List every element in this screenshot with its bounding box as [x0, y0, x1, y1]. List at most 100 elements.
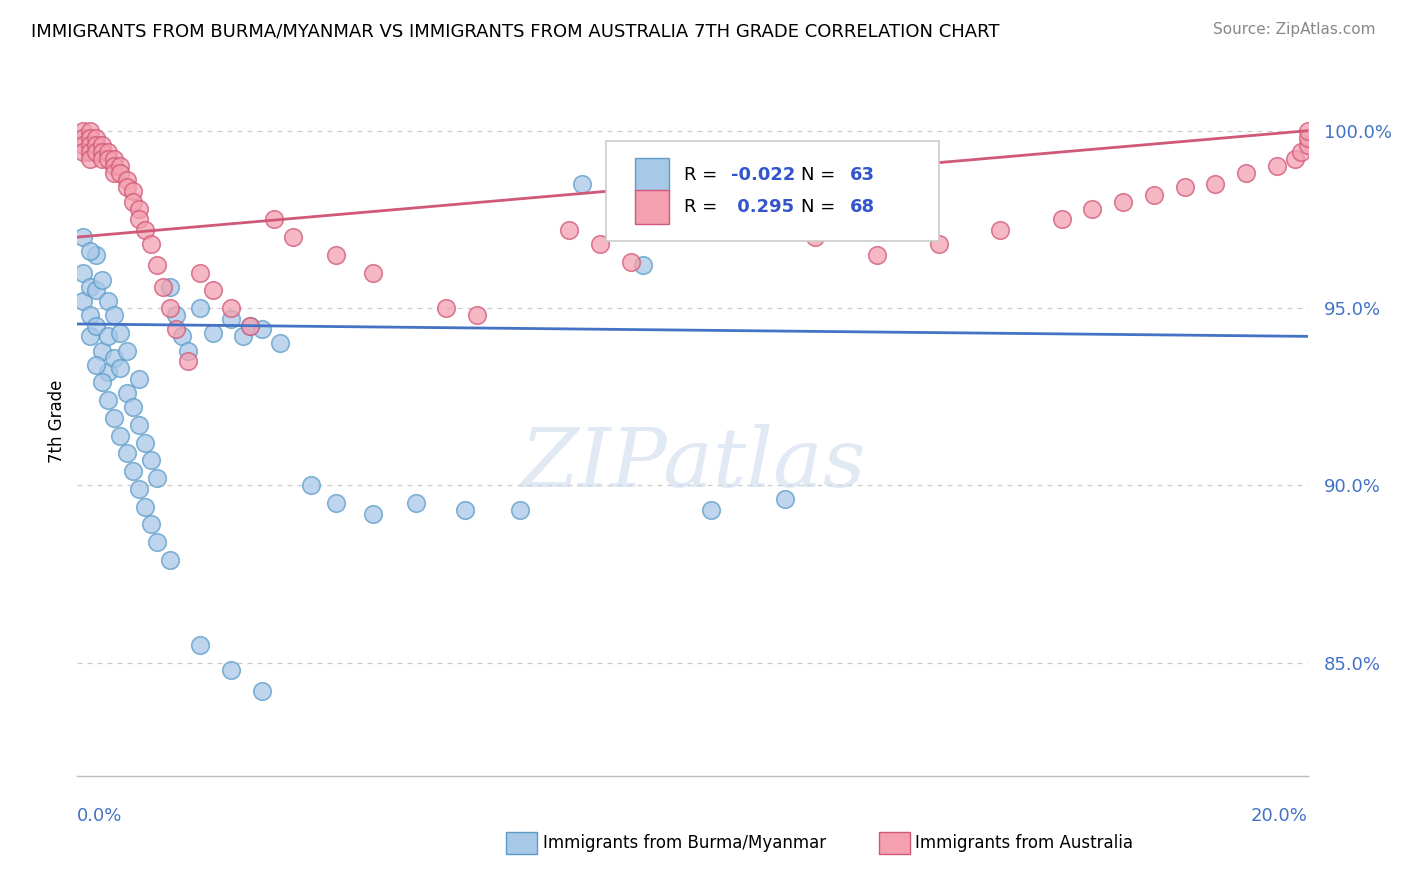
- Point: [79, 244, 101, 259]
- Text: R =: R =: [683, 166, 723, 184]
- Point: [988, 223, 1011, 237]
- Text: R =: R =: [683, 198, 723, 216]
- Point: [146, 471, 169, 485]
- Point: [773, 492, 796, 507]
- Text: Immigrants from Australia: Immigrants from Australia: [915, 834, 1133, 852]
- Point: [90, 137, 114, 152]
- Point: [115, 173, 138, 187]
- Point: [103, 159, 125, 173]
- Point: [72, 145, 94, 159]
- Text: IMMIGRANTS FROM BURMA/MYANMAR VS IMMIGRANTS FROM AUSTRALIA 7TH GRADE CORRELATION: IMMIGRANTS FROM BURMA/MYANMAR VS IMMIGRA…: [31, 22, 1000, 40]
- Point: [72, 293, 94, 308]
- Text: 63: 63: [851, 166, 875, 184]
- Point: [79, 130, 101, 145]
- Text: 68: 68: [851, 198, 875, 216]
- Point: [110, 361, 132, 376]
- Point: [1284, 152, 1306, 166]
- Point: [1050, 212, 1073, 227]
- Point: [103, 152, 125, 166]
- Point: [299, 478, 322, 492]
- Point: [269, 336, 291, 351]
- Point: [110, 326, 132, 340]
- Point: [128, 212, 150, 227]
- Point: [1296, 137, 1319, 152]
- Point: [79, 137, 101, 152]
- Point: [325, 248, 347, 262]
- Point: [79, 329, 101, 343]
- Text: 20.0%: 20.0%: [1251, 807, 1308, 825]
- Point: [121, 184, 143, 198]
- FancyBboxPatch shape: [606, 141, 939, 241]
- Point: [141, 517, 163, 532]
- Point: [201, 326, 224, 340]
- Point: [1291, 145, 1313, 159]
- Point: [79, 279, 101, 293]
- Text: 0.295: 0.295: [731, 198, 794, 216]
- Point: [97, 329, 120, 343]
- Point: [165, 322, 187, 336]
- Point: [84, 318, 107, 333]
- Point: [103, 351, 125, 365]
- Point: [72, 130, 94, 145]
- Point: [121, 464, 143, 478]
- Point: [325, 496, 347, 510]
- Point: [128, 372, 150, 386]
- Point: [1296, 130, 1319, 145]
- Point: [361, 266, 384, 280]
- Text: Immigrants from Burma/Myanmar: Immigrants from Burma/Myanmar: [543, 834, 825, 852]
- Point: [188, 266, 212, 280]
- Point: [159, 301, 181, 315]
- Point: [90, 273, 114, 287]
- FancyBboxPatch shape: [634, 158, 669, 192]
- Point: [134, 223, 156, 237]
- Point: [620, 255, 643, 269]
- Point: [159, 279, 181, 293]
- Point: [436, 301, 458, 315]
- Point: [84, 130, 107, 145]
- Point: [509, 503, 531, 517]
- Text: 0.0%: 0.0%: [77, 807, 122, 825]
- Point: [281, 230, 304, 244]
- Point: [558, 223, 581, 237]
- Point: [72, 230, 94, 244]
- Point: [239, 318, 262, 333]
- Point: [165, 308, 187, 322]
- Point: [866, 248, 889, 262]
- Point: [201, 283, 224, 297]
- Point: [72, 266, 94, 280]
- Point: [1265, 159, 1288, 173]
- Point: [589, 237, 612, 252]
- Point: [188, 638, 212, 652]
- Point: [110, 159, 132, 173]
- Point: [134, 435, 156, 450]
- Point: [90, 343, 114, 358]
- Point: [141, 453, 163, 467]
- Point: [1296, 124, 1319, 138]
- Point: [454, 503, 477, 517]
- Point: [128, 417, 150, 432]
- Point: [115, 446, 138, 460]
- Point: [711, 194, 734, 209]
- Point: [103, 308, 125, 322]
- Point: [633, 259, 655, 273]
- Point: [152, 279, 174, 293]
- Text: Source: ZipAtlas.com: Source: ZipAtlas.com: [1212, 22, 1375, 37]
- Point: [700, 503, 723, 517]
- Point: [188, 301, 212, 315]
- Point: [1112, 194, 1135, 209]
- Point: [1234, 166, 1257, 180]
- Point: [1204, 177, 1226, 191]
- Point: [177, 343, 200, 358]
- Point: [146, 259, 169, 273]
- Text: ZIPatlas: ZIPatlas: [520, 424, 865, 504]
- Point: [170, 329, 193, 343]
- Point: [79, 124, 101, 138]
- Point: [682, 177, 704, 191]
- Point: [219, 663, 242, 677]
- Point: [97, 293, 120, 308]
- Point: [72, 137, 94, 152]
- Point: [465, 308, 488, 322]
- Point: [72, 124, 94, 138]
- Point: [115, 180, 138, 194]
- Point: [405, 496, 427, 510]
